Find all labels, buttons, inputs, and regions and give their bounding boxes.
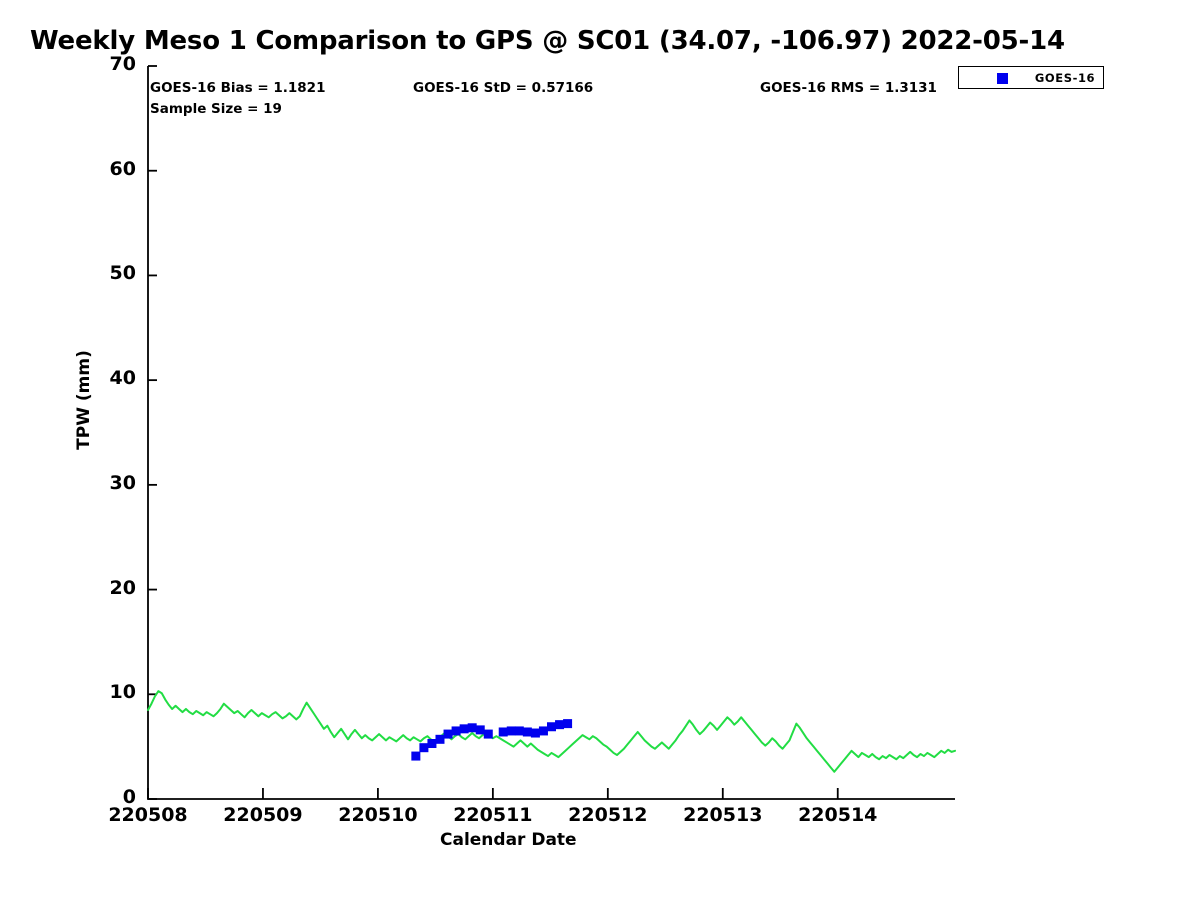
- x-axis-label: Calendar Date: [440, 830, 577, 850]
- x-tick-label: 220510: [338, 804, 418, 826]
- legend-label-goes16: GOES-16: [1034, 71, 1096, 85]
- stat-rms-label: GOES-16 RMS = 1.3131: [760, 80, 937, 96]
- legend-marker-goes16-icon: [997, 73, 1008, 84]
- series-gps-line: [147, 690, 956, 773]
- x-tick-label: 220509: [223, 804, 303, 826]
- stat-sample-size-label: Sample Size = 19: [150, 101, 282, 117]
- y-tick-label: 40: [109, 367, 136, 390]
- chart-title: Weekly Meso 1 Comparison to GPS @ SC01 (…: [30, 26, 1065, 56]
- stat-bias-label: GOES-16 Bias = 1.1821: [150, 80, 326, 96]
- x-tick-label: 220511: [453, 804, 533, 826]
- stat-std-label: GOES-16 StD = 0.57166: [413, 80, 594, 96]
- x-tick-label: 220514: [798, 804, 878, 826]
- y-tick-label: 70: [109, 53, 136, 75]
- legend-box: GOES-16: [958, 66, 1104, 89]
- y-tick-label: 0: [122, 786, 136, 808]
- x-tick-label: 220508: [108, 804, 188, 826]
- y-tick-label: 50: [109, 262, 136, 285]
- axis-lines: [147, 66, 955, 800]
- y-tick-label: 10: [109, 681, 136, 704]
- axis-tick-marks: [147, 65, 839, 800]
- x-tick-label: 220512: [568, 804, 648, 826]
- x-tick-label: 220513: [683, 804, 763, 826]
- series-goes16-markers: [411, 719, 573, 761]
- y-tick-label: 20: [109, 576, 136, 599]
- y-tick-label: 30: [109, 471, 136, 494]
- y-tick-label: 60: [109, 157, 136, 180]
